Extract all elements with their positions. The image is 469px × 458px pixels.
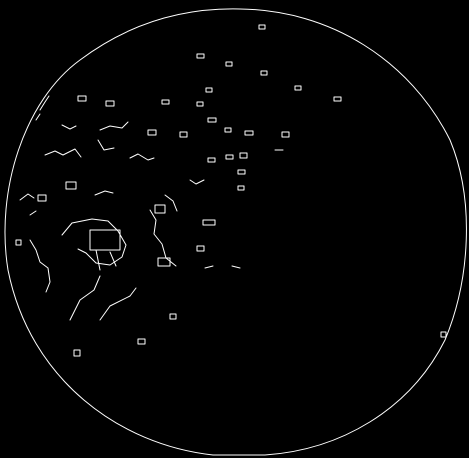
- edge: [149, 209, 177, 267]
- blob: [137, 338, 146, 345]
- blob: [169, 313, 177, 320]
- blob: [440, 331, 447, 338]
- blob: [161, 99, 170, 105]
- edge: [29, 239, 51, 293]
- blob: [147, 129, 157, 136]
- edge: [61, 218, 127, 266]
- blob: [281, 131, 290, 138]
- edge: [44, 148, 82, 158]
- blob: [105, 100, 115, 107]
- blob: [157, 257, 171, 267]
- blob: [244, 130, 254, 136]
- edge: [69, 275, 137, 321]
- blob: [258, 24, 266, 30]
- blob: [202, 219, 216, 226]
- blob: [239, 152, 248, 159]
- blob: [260, 70, 268, 76]
- blob: [237, 185, 245, 191]
- blob: [196, 53, 205, 59]
- blob: [205, 87, 213, 93]
- blob: [65, 181, 77, 190]
- disc-outline: [4, 8, 467, 456]
- edge: [89, 229, 121, 271]
- edge-details: [19, 95, 284, 321]
- edge-blobs: [15, 24, 447, 357]
- edge: [19, 193, 37, 216]
- blob: [333, 96, 342, 102]
- edge: [204, 149, 284, 269]
- blob: [294, 85, 302, 91]
- blob: [225, 61, 233, 67]
- blob: [15, 239, 22, 246]
- blob: [77, 95, 87, 102]
- edge: [94, 190, 114, 196]
- blob: [196, 101, 204, 107]
- blob: [224, 127, 232, 133]
- blob: [179, 131, 188, 138]
- edge: [164, 179, 205, 212]
- blob: [207, 117, 217, 123]
- edge: [97, 139, 155, 161]
- blob: [237, 169, 246, 175]
- blob: [37, 194, 47, 202]
- blob: [207, 157, 216, 163]
- edge: [35, 95, 50, 121]
- edge: [61, 121, 129, 131]
- blob: [73, 349, 81, 357]
- blob: [196, 245, 205, 252]
- blob: [225, 154, 234, 160]
- blob: [154, 204, 166, 214]
